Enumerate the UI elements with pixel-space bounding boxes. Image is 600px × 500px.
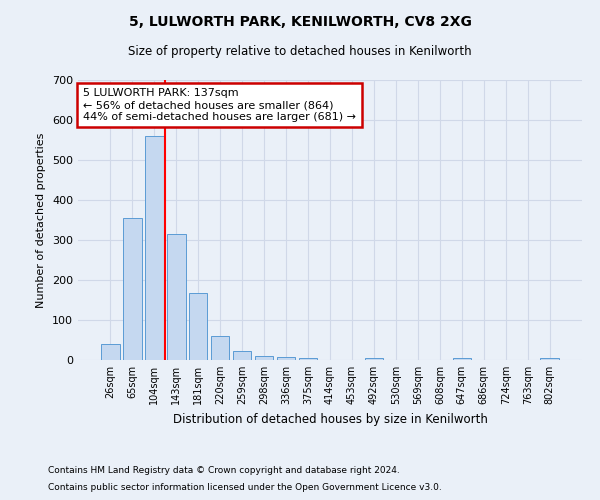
Bar [541,358,559,360]
Bar [101,344,119,360]
Text: 5 LULWORTH PARK: 137sqm
← 56% of detached houses are smaller (864)
44% of semi-d: 5 LULWORTH PARK: 137sqm ← 56% of detache… [83,88,356,122]
X-axis label: Distribution of detached houses by size in Kenilworth: Distribution of detached houses by size … [173,412,487,426]
Bar [255,356,274,360]
Bar [167,234,185,360]
Bar [365,358,383,360]
Bar [233,351,251,360]
Bar [189,293,208,360]
Text: Size of property relative to detached houses in Kenilworth: Size of property relative to detached ho… [128,45,472,58]
Bar [299,358,317,360]
Bar [452,358,471,360]
Bar [277,357,295,360]
Y-axis label: Number of detached properties: Number of detached properties [37,132,46,308]
Bar [211,336,229,360]
Text: Contains public sector information licensed under the Open Government Licence v3: Contains public sector information licen… [48,484,442,492]
Bar [123,218,142,360]
Text: Contains HM Land Registry data © Crown copyright and database right 2024.: Contains HM Land Registry data © Crown c… [48,466,400,475]
Text: 5, LULWORTH PARK, KENILWORTH, CV8 2XG: 5, LULWORTH PARK, KENILWORTH, CV8 2XG [128,15,472,29]
Bar [145,136,164,360]
